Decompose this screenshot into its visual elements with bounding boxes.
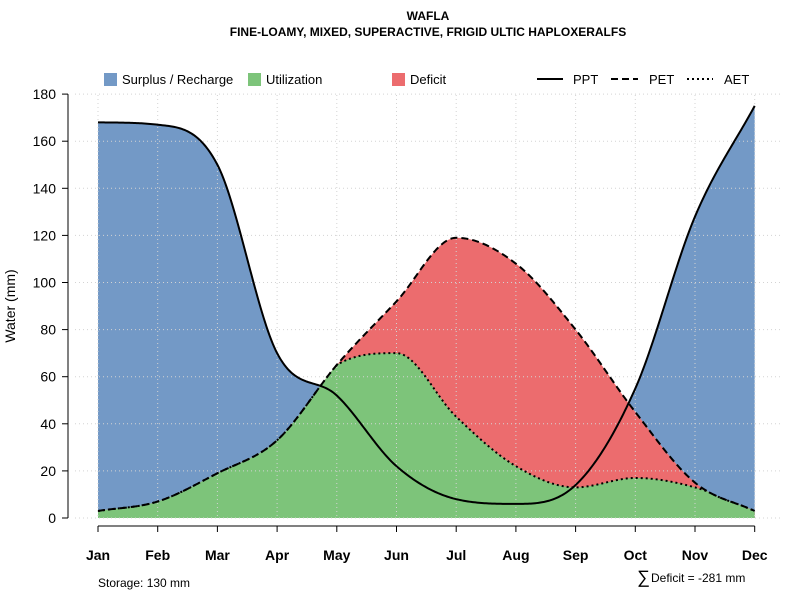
y-tick-label: 160 [33, 133, 57, 149]
chart-subtitle: FINE-LOAMY, MIXED, SUPERACTIVE, FRIGID U… [230, 25, 626, 39]
x-tick-label: Oct [624, 547, 648, 563]
x-tick-label: Jul [446, 547, 466, 563]
legend: Surplus / Recharge Utilization Deficit P… [104, 72, 749, 87]
x-tick-label: Feb [145, 547, 170, 563]
series-lines [97, 105, 756, 512]
chart-title: WAFLA [407, 9, 450, 23]
y-tick-label: 40 [40, 416, 56, 432]
area-deficit [98, 237, 755, 518]
y-tick-label: 140 [33, 180, 57, 196]
area-utilization [98, 353, 755, 518]
x-tick-label: Aug [502, 547, 529, 563]
x-tick-label: Mar [205, 547, 230, 563]
x-tick-label: Sep [563, 547, 589, 563]
legend-label-surplus: Surplus / Recharge [122, 72, 233, 87]
y-tick-label: 0 [48, 510, 56, 526]
area-surplus-recharge [98, 105, 755, 518]
y-tick-label: 120 [33, 227, 57, 243]
grid-lines [75, 93, 780, 519]
x-tick-label: Apr [265, 547, 290, 563]
x-tick-label: Jan [86, 547, 110, 563]
legend-label-utilization: Utilization [266, 72, 322, 87]
legend-swatch-surplus [104, 73, 117, 86]
legend-swatch-utilization [248, 73, 261, 86]
deficit-annotation: Deficit = -281 mm [651, 571, 745, 585]
y-tick-label: 180 [33, 86, 57, 102]
y-axis: 0 20 40 60 80 100 120 140 160 180 [33, 86, 69, 526]
legend-label-aet: AET [724, 72, 749, 87]
x-tick-label: Jun [384, 547, 409, 563]
y-axis-title: Water (mm) [2, 269, 18, 342]
storage-annotation: Storage: 130 mm [98, 576, 190, 590]
legend-label-pet: PET [649, 72, 674, 87]
line-ppt [97, 105, 756, 505]
x-axis: Jan Feb Mar Apr May Jun Jul Aug Sep Oct Nov Dec [86, 525, 768, 563]
y-tick-label: 100 [33, 275, 57, 291]
legend-swatch-deficit [392, 73, 405, 86]
line-aet [97, 352, 756, 512]
y-tick-label: 20 [40, 463, 56, 479]
legend-label-ppt: PPT [573, 72, 598, 87]
sum-symbol: ∑ [637, 567, 650, 587]
y-tick-label: 60 [40, 369, 56, 385]
x-tick-label: Nov [682, 547, 709, 563]
x-tick-label: May [323, 547, 350, 563]
legend-label-deficit: Deficit [410, 72, 447, 87]
area-fills [98, 105, 755, 518]
x-tick-label: Dec [742, 547, 768, 563]
y-tick-label: 80 [40, 322, 56, 338]
